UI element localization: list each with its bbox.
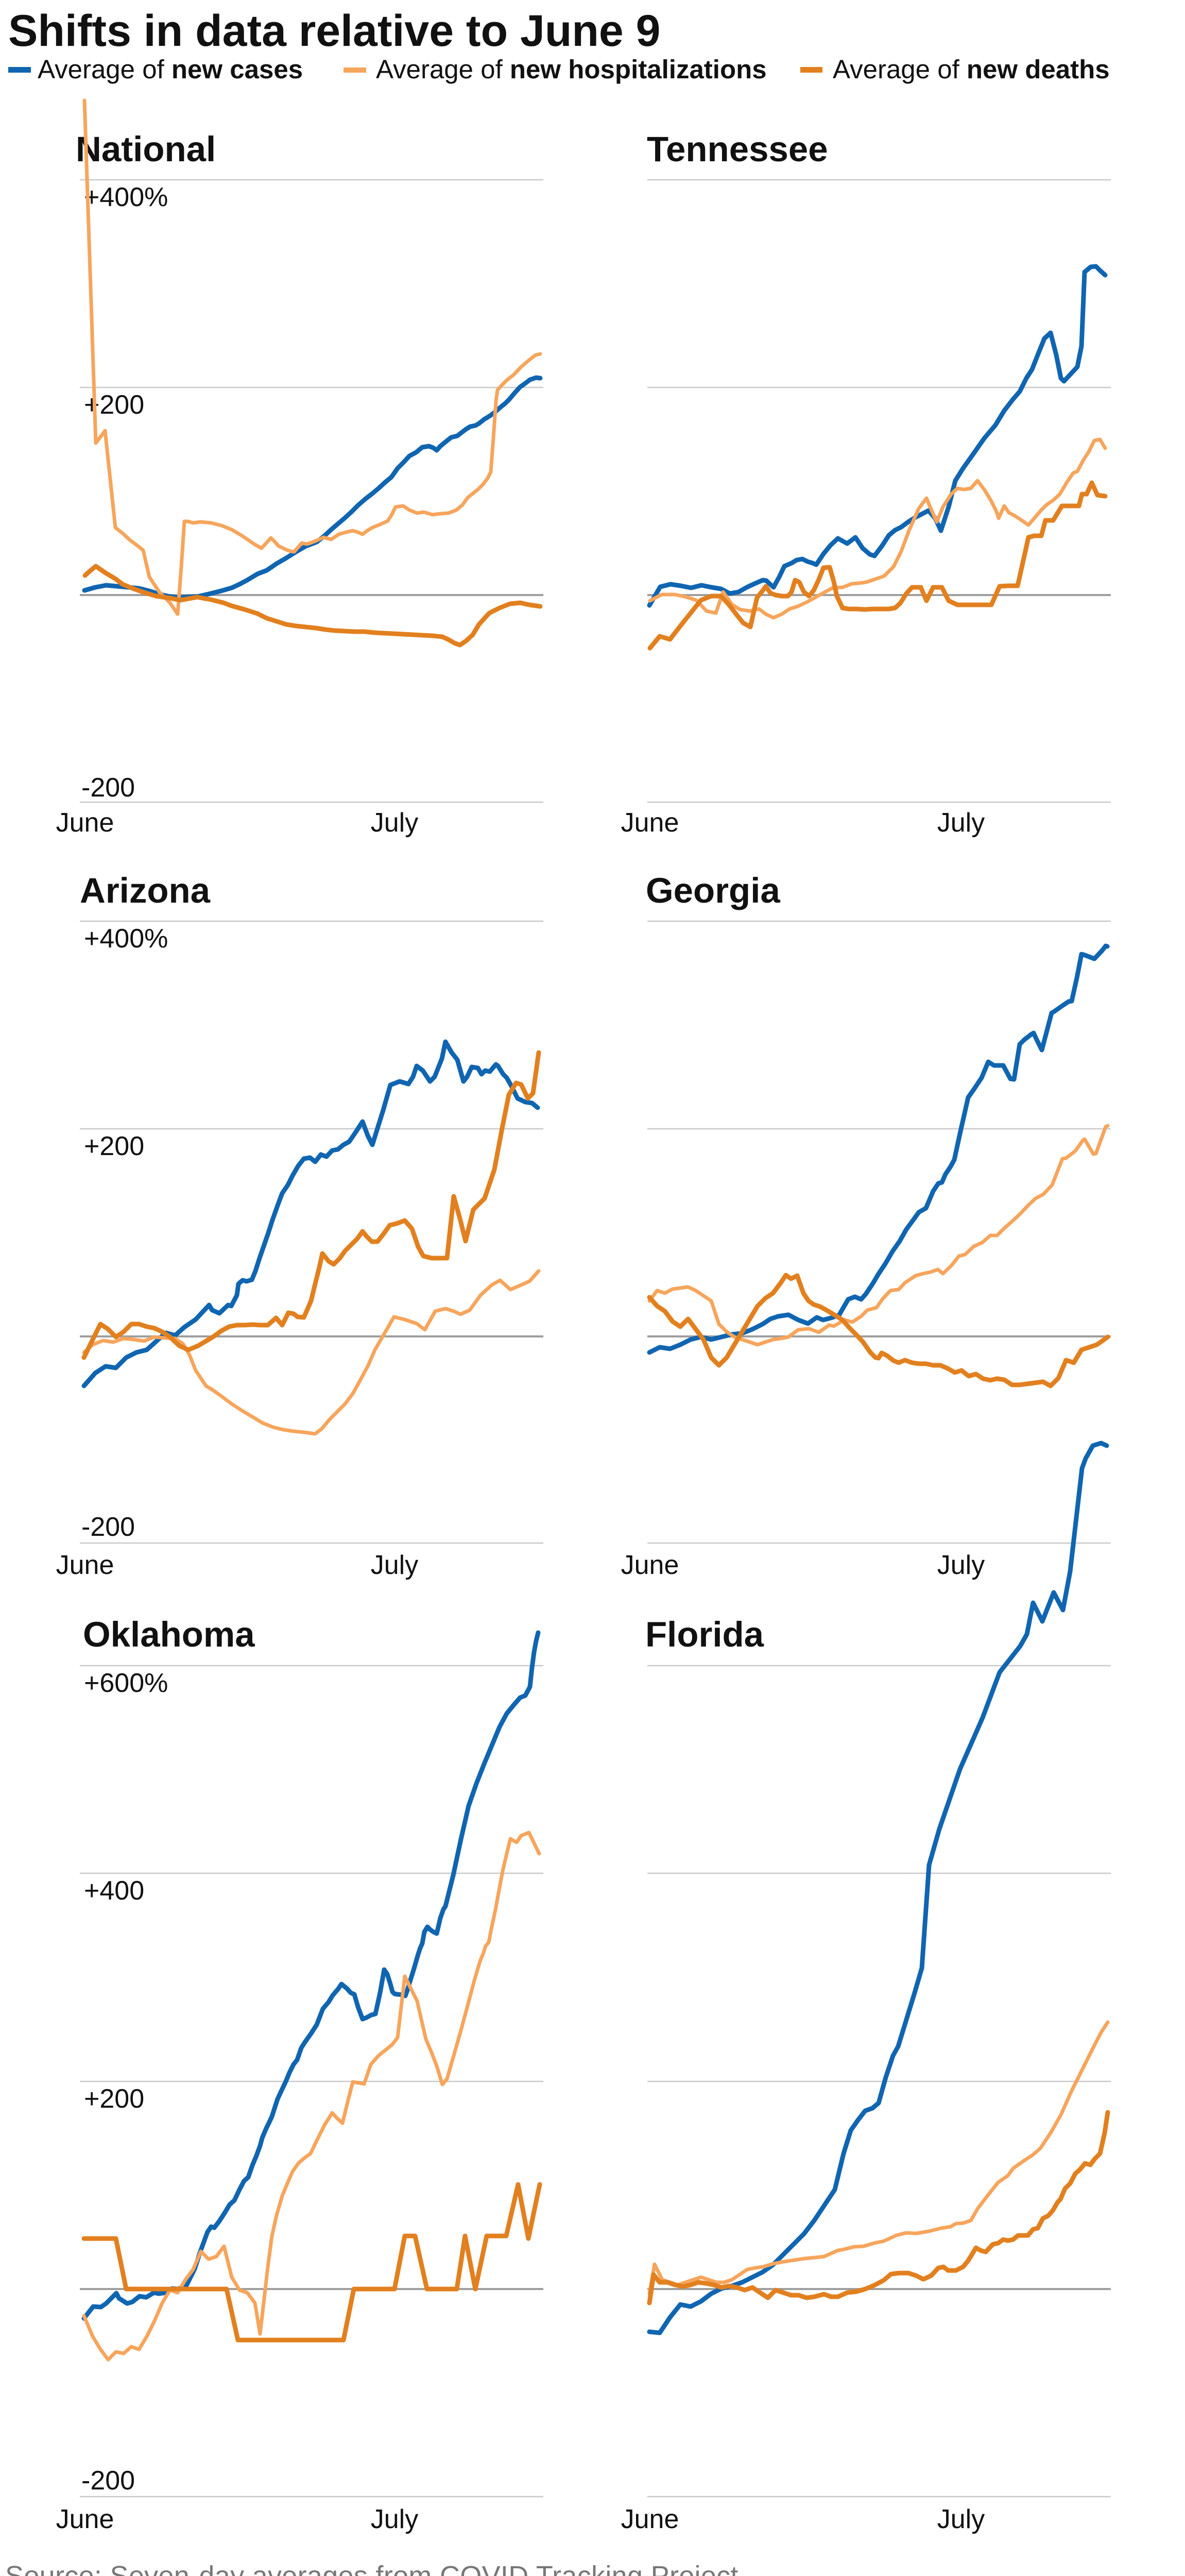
svg-text:July: July bbox=[371, 1550, 418, 1580]
svg-text:+400: +400 bbox=[84, 1876, 144, 1906]
svg-text:Average of new hospitalization: Average of new hospitalizations bbox=[376, 55, 767, 84]
svg-text:Shifts in data relative to Jun: Shifts in data relative to June 9 bbox=[8, 6, 660, 56]
svg-text:June: June bbox=[621, 808, 679, 838]
svg-text:-200: -200 bbox=[81, 2466, 135, 2496]
svg-text:Arizona: Arizona bbox=[80, 871, 211, 910]
svg-text:National: National bbox=[76, 129, 216, 169]
svg-text:July: July bbox=[937, 1550, 985, 1580]
svg-text:June: June bbox=[621, 2504, 679, 2534]
svg-text:June: June bbox=[56, 2504, 114, 2534]
svg-text:June: June bbox=[621, 1550, 679, 1580]
svg-text:Source: Seven-day averages fro: Source: Seven-day averages from COVID Tr… bbox=[5, 2561, 746, 2576]
svg-text:-200: -200 bbox=[81, 1512, 135, 1542]
svg-text:Oklahoma: Oklahoma bbox=[83, 1615, 255, 1654]
svg-text:Georgia: Georgia bbox=[646, 871, 780, 910]
svg-text:+600%: +600% bbox=[84, 1668, 168, 1698]
svg-text:July: July bbox=[937, 2504, 985, 2534]
svg-text:+200: +200 bbox=[84, 1131, 144, 1161]
svg-text:Tennessee: Tennessee bbox=[647, 129, 828, 169]
svg-text:June: June bbox=[56, 808, 114, 838]
svg-text:Average of new cases: Average of new cases bbox=[38, 55, 303, 84]
svg-text:July: July bbox=[371, 808, 418, 838]
svg-text:July: July bbox=[371, 2504, 418, 2534]
svg-text:+400%: +400% bbox=[84, 924, 168, 954]
svg-text:Average of new deaths: Average of new deaths bbox=[833, 55, 1110, 84]
svg-text:+200: +200 bbox=[84, 2084, 144, 2114]
svg-text:June: June bbox=[56, 1550, 114, 1580]
svg-text:July: July bbox=[937, 808, 985, 838]
svg-text:+400%: +400% bbox=[84, 182, 168, 212]
svg-text:-200: -200 bbox=[81, 773, 135, 803]
svg-text:Florida: Florida bbox=[645, 1615, 764, 1654]
